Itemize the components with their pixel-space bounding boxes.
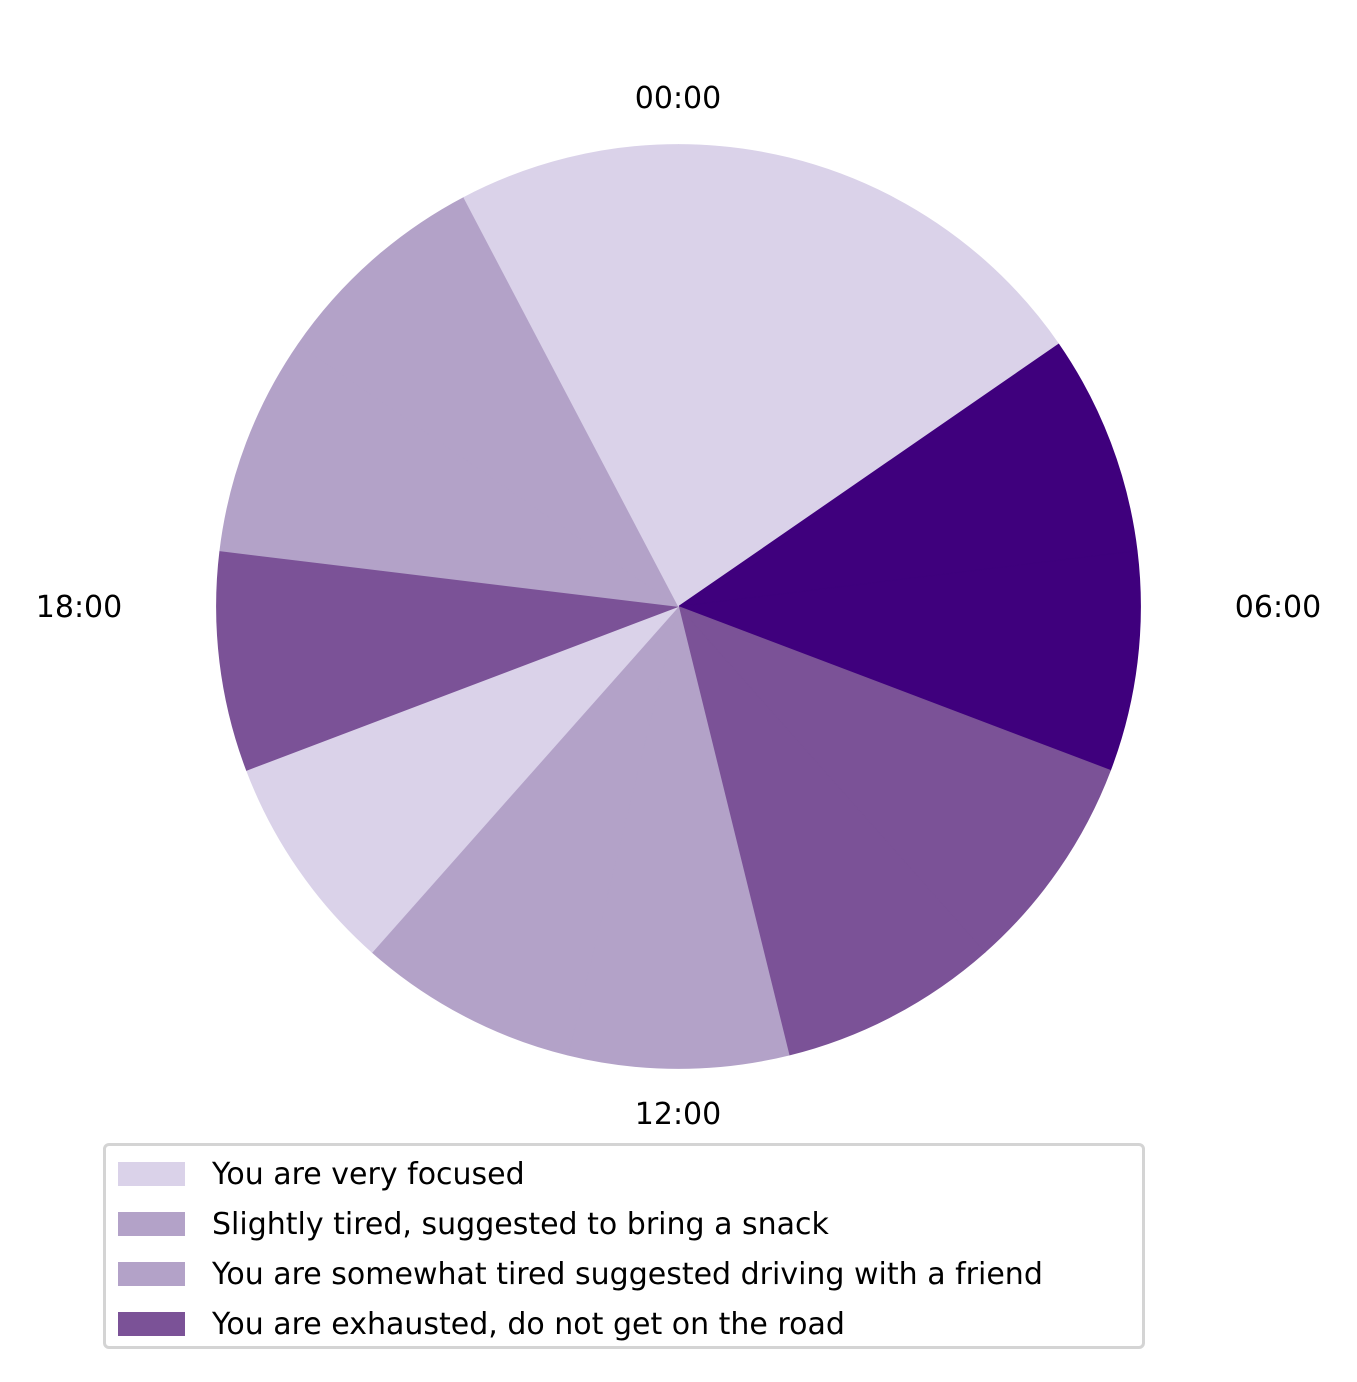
pie-slice-0: [678, 144, 894, 607]
pie-slice-5: [678, 606, 986, 1056]
pie-slice-3: [678, 550, 1141, 771]
pie-slice-2: [678, 343, 1138, 607]
legend-item-focused: You are very focused: [118, 1154, 525, 1194]
pie-slice-10: [219, 343, 679, 607]
hour-label-18: 18:00: [36, 590, 122, 625]
hour-label-12: 12:00: [635, 1097, 721, 1130]
pie-slice-7: [371, 606, 679, 1056]
legend-label: You are very focused: [212, 1156, 525, 1192]
legend-item-somewhat-tired: You are somewhat tired suggested driving…: [118, 1254, 1043, 1294]
legend-item-exhausted: You are exhausted, do not get on the roa…: [118, 1304, 845, 1344]
pie-slice-12: [463, 144, 679, 607]
pie-slice-11: [297, 196, 679, 607]
pie-slice-1: [678, 196, 1060, 607]
legend-label: Slightly tired, suggested to bring a sna…: [212, 1206, 829, 1242]
pie-chart: 00:00 06:00 12:00 18:00: [36, 81, 1321, 1130]
pie-slice-9: [216, 550, 679, 771]
pie-slices: [216, 144, 1141, 1069]
legend-swatch: [118, 1212, 185, 1236]
legend-swatch: [118, 1262, 185, 1286]
hour-label-06: 06:00: [1235, 590, 1321, 625]
legend-swatch: [118, 1162, 185, 1186]
legend-swatch: [118, 1312, 185, 1336]
pie-slice-4: [678, 606, 1111, 953]
legend: You are very focused Slightly tired, sug…: [103, 1143, 1145, 1349]
hour-label-00: 00:00: [635, 81, 721, 116]
legend-item-slightly-tired: Slightly tired, suggested to bring a sna…: [118, 1204, 829, 1244]
legend-label: You are somewhat tired suggested driving…: [212, 1256, 1043, 1292]
legend-label: You are exhausted, do not get on the roa…: [212, 1306, 845, 1342]
pie-slice-6: [567, 606, 790, 1069]
pie-slice-8: [246, 606, 679, 953]
